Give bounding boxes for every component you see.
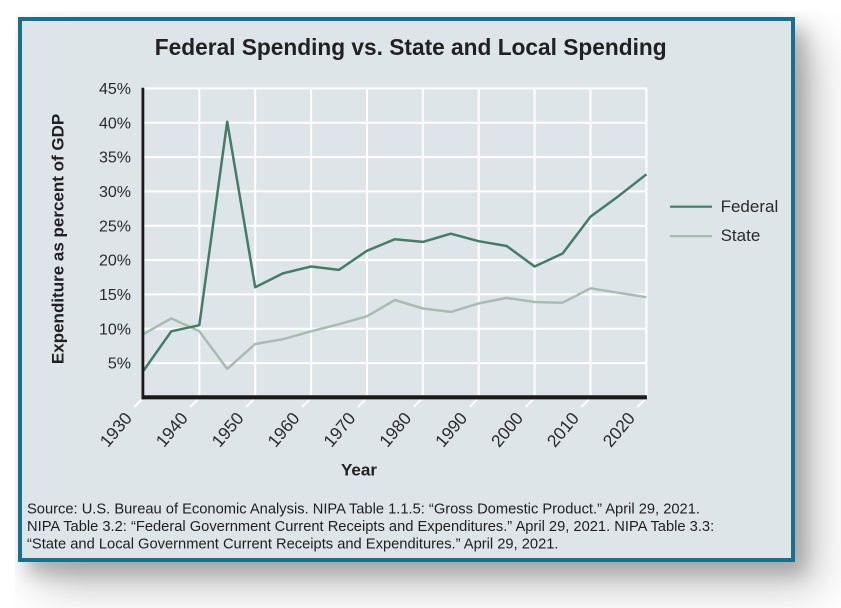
svg-text:NIPA Table 3.2: “Federal Gover: NIPA Table 3.2: “Federal Government Curr… xyxy=(27,519,714,535)
svg-text:35%: 35% xyxy=(99,150,131,167)
svg-text:1950: 1950 xyxy=(207,408,247,450)
svg-text:1960: 1960 xyxy=(263,408,303,450)
svg-text:10%: 10% xyxy=(99,321,131,338)
svg-text:15%: 15% xyxy=(99,287,131,304)
svg-text:State: State xyxy=(721,226,761,245)
svg-text:1930: 1930 xyxy=(96,408,136,450)
svg-text:Federal Spending vs. State and: Federal Spending vs. State and Local Spe… xyxy=(155,34,667,60)
svg-text:5%: 5% xyxy=(108,356,131,373)
svg-text:2010: 2010 xyxy=(543,408,583,450)
svg-text:1970: 1970 xyxy=(319,408,359,450)
svg-text:20%: 20% xyxy=(99,253,131,270)
svg-text:Year: Year xyxy=(341,461,377,480)
svg-text:25%: 25% xyxy=(99,218,131,235)
svg-text:2000: 2000 xyxy=(487,408,527,450)
svg-text:30%: 30% xyxy=(99,184,131,201)
svg-text:Expenditure as percent of GDP: Expenditure as percent of GDP xyxy=(49,114,68,364)
svg-text:Source: U.S. Bureau of Economi: Source: U.S. Bureau of Economic Analysis… xyxy=(27,501,700,517)
svg-text:1980: 1980 xyxy=(375,408,415,450)
svg-text:45%: 45% xyxy=(99,81,131,98)
svg-text:1990: 1990 xyxy=(431,408,471,450)
svg-text:“State and Local Government Cu: “State and Local Government Current Rece… xyxy=(27,536,559,552)
svg-text:Federal: Federal xyxy=(721,197,779,216)
svg-text:1940: 1940 xyxy=(152,408,192,450)
svg-text:40%: 40% xyxy=(99,115,131,132)
svg-text:2020: 2020 xyxy=(599,408,639,450)
